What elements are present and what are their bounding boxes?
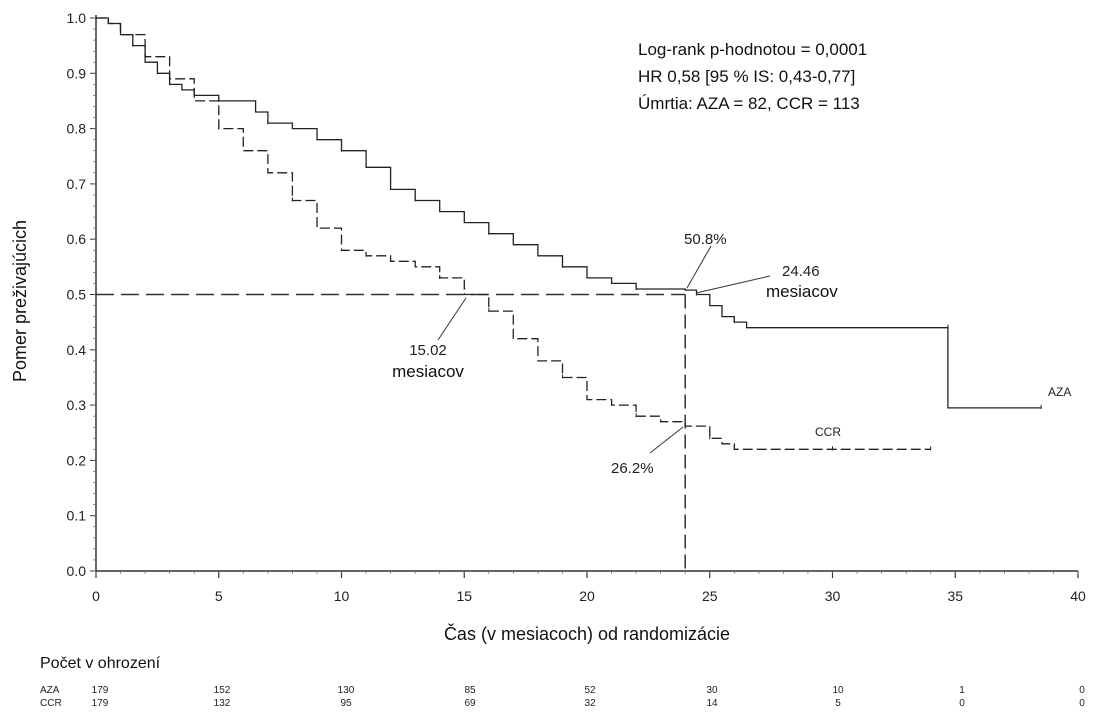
y-ticks: 0.0 0.1 0.2 0.3 0.4 0.5 0.6 0.7 0.8 0.9 1.0 xyxy=(67,10,96,579)
y-tick-label: 0.5 xyxy=(67,287,87,303)
risk-cell: 179 xyxy=(92,698,109,709)
ccr-median-value: 15.02 xyxy=(409,342,447,359)
aza-series-label: AZA xyxy=(1048,385,1071,399)
risk-table-title: Počet v ohrození xyxy=(40,655,161,672)
risk-cell: 32 xyxy=(584,698,596,709)
ccr-censor-marks xyxy=(144,53,932,451)
risk-cell: 10 xyxy=(832,685,844,696)
risk-cell: 130 xyxy=(338,685,355,696)
stats-line-hr: HR 0,58 [95 % IS: 0,43-0,77] xyxy=(638,67,855,86)
risk-cell: 1 xyxy=(959,685,965,696)
x-tick-label: 5 xyxy=(215,588,223,604)
x-tick-label: 35 xyxy=(947,588,963,604)
y-tick-label: 0.2 xyxy=(67,452,87,468)
y-tick-label: 0.9 xyxy=(67,65,87,81)
x-tick-label: 20 xyxy=(579,588,595,604)
ccr-median-leader xyxy=(437,297,467,341)
risk-cell: 85 xyxy=(464,685,476,696)
ccr-pct-leader xyxy=(649,426,684,454)
ccr-median-unit: mesiacov xyxy=(392,362,464,381)
x-tick-label: 0 xyxy=(92,588,100,604)
x-tick-label: 30 xyxy=(825,588,841,604)
x-tick-label: 10 xyxy=(334,588,350,604)
x-tick-label: 25 xyxy=(702,588,718,604)
risk-cell: 0 xyxy=(1079,685,1085,696)
risk-cell: 14 xyxy=(706,698,718,709)
risk-cell: 69 xyxy=(464,698,476,709)
x-axis-title: Čas (v mesiacoch) od randomizácie xyxy=(444,623,730,644)
risk-cell: 52 xyxy=(584,685,596,696)
risk-cell: 0 xyxy=(959,698,965,709)
risk-cell: 95 xyxy=(340,698,352,709)
x-ticks: 0 5 10 15 20 25 30 35 40 xyxy=(92,571,1086,604)
risk-row-label: CCR xyxy=(40,698,62,709)
aza-pct-leader xyxy=(686,245,712,289)
y-tick-label: 0.4 xyxy=(67,342,87,358)
risk-cell: 132 xyxy=(214,698,231,709)
risk-cell: 152 xyxy=(214,685,231,696)
x-tick-label: 40 xyxy=(1070,588,1086,604)
y-axis-title: Pomer preživajúcich xyxy=(10,220,30,382)
risk-cell: 179 xyxy=(92,685,109,696)
x-tick-label: 15 xyxy=(456,588,472,604)
y-tick-label: 0.1 xyxy=(67,508,87,524)
y-tick-label: 0.3 xyxy=(67,397,87,413)
aza-median-value: 24.46 xyxy=(782,263,820,280)
ccr-pct-callout: 26.2% xyxy=(611,460,654,477)
y-tick-label: 1.0 xyxy=(67,10,87,26)
ccr-series-label: CCR xyxy=(815,425,841,439)
y-tick-label: 0.7 xyxy=(67,176,87,192)
aza-survival-curve xyxy=(96,17,1042,409)
risk-cell: 0 xyxy=(1079,698,1085,709)
y-tick-label: 0.0 xyxy=(67,563,87,579)
stats-line-logrank: Log-rank p-hodnotou = 0,0001 xyxy=(638,40,867,59)
y-tick-label: 0.8 xyxy=(67,121,87,137)
y-tick-label: 0.6 xyxy=(67,231,87,247)
risk-row-label: AZA xyxy=(40,685,60,696)
series-layer xyxy=(96,17,1042,451)
risk-cell: 5 xyxy=(835,698,841,709)
aza-censor-marks xyxy=(132,42,1042,409)
aza-median-unit: mesiacov xyxy=(766,282,838,301)
aza-pct-callout: 50.8% xyxy=(684,231,727,248)
risk-cell: 30 xyxy=(706,685,718,696)
aza-median-leader xyxy=(695,275,771,294)
stats-line-deaths: Úmrtia: AZA = 82, CCR = 113 xyxy=(638,94,860,113)
